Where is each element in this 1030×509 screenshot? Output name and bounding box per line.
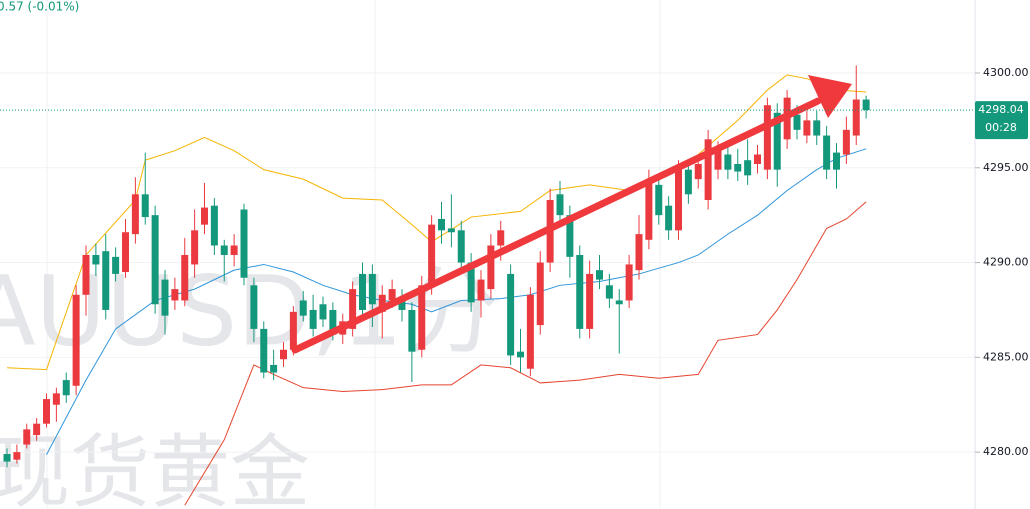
candle-body: [428, 224, 436, 286]
candle-body: [507, 273, 515, 356]
candle-body: [487, 245, 495, 290]
candle-body: [289, 311, 297, 350]
candle-body: [250, 285, 258, 329]
candle-body: [605, 285, 613, 299]
candle-body: [131, 194, 139, 235]
candle-body: [615, 300, 623, 305]
candle-body: [497, 230, 505, 246]
candle-body: [852, 99, 860, 136]
candle-body: [309, 309, 317, 329]
candle-body: [655, 184, 663, 216]
candle-body: [556, 194, 564, 216]
candle-body: [645, 179, 653, 240]
candle-body: [576, 254, 584, 329]
candle-body: [201, 207, 208, 225]
candle-body: [319, 304, 327, 320]
candle-body: [526, 294, 534, 369]
candle-body: [349, 289, 357, 329]
candle-body: [635, 234, 643, 271]
y-tick-label: 4290.00: [983, 256, 1029, 269]
price-tag-label: 4298.04: [978, 103, 1024, 116]
candle-body: [724, 154, 732, 170]
candle-body: [704, 139, 712, 200]
candle-body: [181, 254, 189, 301]
candle-body: [62, 380, 70, 396]
candle-body: [457, 230, 465, 263]
candle-body: [43, 399, 50, 424]
candle-body: [52, 393, 60, 405]
candle-body: [447, 228, 455, 233]
candle-body: [3, 454, 11, 462]
candle-body: [102, 251, 110, 310]
candle-body: [842, 129, 850, 155]
candle-body: [694, 163, 702, 180]
candle-body: [171, 289, 179, 301]
candle-body: [329, 309, 337, 335]
candle-body: [665, 205, 673, 231]
candle-body: [92, 254, 100, 265]
candle-body: [72, 294, 80, 386]
candle-body: [773, 112, 781, 170]
candle-body: [833, 152, 840, 170]
candle-body: [566, 215, 574, 257]
candle-body: [793, 114, 801, 130]
candle-body: [596, 270, 603, 280]
candle-body: [280, 349, 287, 360]
watermark-name: 现货黄金: [0, 426, 310, 509]
candle-body: [862, 99, 870, 111]
candle-body: [625, 264, 633, 301]
candle-body: [240, 209, 248, 278]
candle-body: [418, 285, 426, 350]
candle-body: [813, 120, 821, 136]
candle-body: [161, 279, 169, 316]
y-tick-label: 4295.00: [983, 161, 1029, 174]
band-line: [46, 148, 867, 456]
candle-body: [714, 150, 722, 170]
candle-body: [378, 294, 386, 312]
candle-body: [82, 254, 90, 295]
candle-body: [477, 279, 485, 301]
candle-body: [23, 429, 31, 445]
candle-body: [13, 452, 21, 460]
candle-body: [734, 163, 742, 172]
candle-body: [398, 300, 406, 310]
candle-body: [388, 289, 396, 301]
candle-body: [744, 160, 752, 176]
y-tick-label: 4300.00: [983, 66, 1029, 79]
status-change: 0.57 (-0.01%): [0, 0, 79, 14]
candle-body: [803, 120, 811, 136]
candle-body: [191, 230, 199, 265]
candle-body: [675, 169, 682, 231]
candle-body: [763, 105, 771, 170]
candle-body: [260, 328, 268, 373]
candle-body: [684, 169, 692, 195]
candle-body: [112, 256, 120, 274]
candle-body: [33, 423, 41, 436]
trend-arrow: [291, 75, 852, 354]
candle-body: [368, 273, 376, 305]
y-tick-label: 4280.00: [983, 445, 1029, 458]
price-tag: [975, 101, 1028, 140]
candle-body: [151, 215, 159, 305]
candle-body: [408, 309, 416, 352]
candle-body: [270, 364, 278, 373]
candle-body: [517, 351, 524, 358]
candle-body: [299, 300, 307, 316]
candle-body: [359, 273, 366, 310]
candle-body: [467, 262, 475, 303]
candle-body: [754, 154, 761, 164]
candle-body: [220, 245, 228, 255]
candle-body: [586, 273, 594, 329]
y-tick-label: 4285.00: [983, 350, 1029, 363]
countdown: 00:28: [985, 121, 1017, 134]
candle-body: [230, 245, 238, 255]
candle-body: [210, 205, 218, 246]
candle-body: [141, 194, 149, 218]
candle-body: [122, 232, 129, 273]
candle-body: [536, 262, 544, 326]
candle-body: [438, 218, 445, 231]
candle-body: [823, 135, 831, 170]
band-line: [184, 201, 867, 506]
